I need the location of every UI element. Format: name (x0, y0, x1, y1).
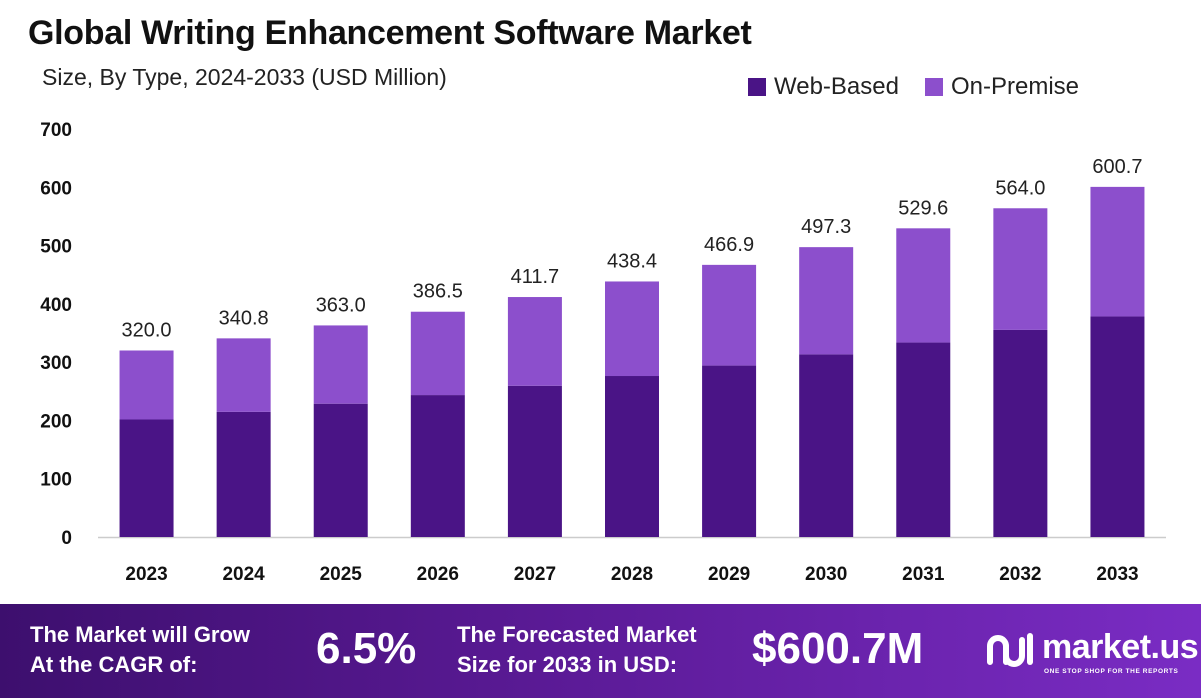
legend-label-web-based: Web-Based (774, 73, 899, 100)
x-tick-label: 2027 (514, 564, 556, 585)
bar-total-label: 386.5 (413, 281, 463, 303)
legend-item-web-based: Web-Based (748, 73, 899, 101)
cagr-caption-line1: The Market will Grow (30, 622, 251, 647)
bar-segment-on-premise (1090, 186, 1145, 317)
bar-total-label: 466.9 (704, 234, 754, 256)
bar-total-label: 411.7 (511, 266, 560, 288)
bar-total-label: 497.3 (801, 216, 851, 238)
x-tick-label: 2023 (125, 564, 167, 585)
bar-segment-web-based (216, 411, 271, 537)
x-tick-label: 2024 (222, 564, 265, 585)
y-tick-label: 700 (40, 120, 72, 141)
bar-segment-web-based (993, 329, 1048, 537)
bar-total-label: 438.4 (607, 250, 657, 272)
y-tick-label: 300 (40, 353, 72, 374)
bar-segment-web-based (799, 354, 854, 537)
bar-total-label: 340.8 (219, 307, 269, 329)
bar-segment-on-premise (507, 297, 562, 386)
bar-segment-web-based (605, 376, 659, 537)
bar-segment-web-based (896, 342, 951, 537)
x-tick-label: 2030 (805, 564, 847, 585)
y-tick-label: 600 (40, 178, 72, 199)
cagr-value: 6.5% (316, 624, 417, 673)
bar-segment-on-premise (896, 228, 951, 343)
bar-total-label: 363.0 (316, 294, 366, 316)
footer-banner: The Market will Grow At the CAGR of: 6.5… (0, 604, 1201, 698)
bar-segment-on-premise (605, 281, 659, 377)
x-tick-label: 2026 (417, 564, 459, 585)
bar-segment-on-premise (410, 311, 465, 396)
chart-title: Global Writing Enhancement Software Mark… (28, 14, 752, 52)
x-tick-label: 2031 (902, 564, 945, 585)
legend-swatch-on-premise (924, 78, 943, 96)
y-tick-label: 200 (40, 411, 72, 432)
forecast-caption: The Forecasted Market Size for 2033 in U… (457, 620, 697, 680)
bar-segment-on-premise (216, 338, 271, 412)
bar-total-label: 320.0 (122, 319, 172, 341)
y-tick-label: 500 (40, 237, 72, 258)
bar-segment-on-premise (119, 350, 174, 420)
y-tick-label: 400 (40, 295, 72, 316)
cagr-caption-line2: At the CAGR of: (30, 652, 198, 677)
x-tick-label: 2033 (1096, 564, 1138, 585)
bar-chart-plot: 0 100 200 300 400 500 600 700 320.0 2023 340.8 2024… (40, 120, 1166, 585)
bar-segment-web-based (313, 403, 368, 537)
legend-item-on-premise: On-Premise (924, 73, 1079, 101)
y-tick-label: 100 (40, 470, 72, 491)
forecast-caption-line1: The Forecasted Market (457, 622, 697, 647)
bar-segment-web-based (1090, 316, 1145, 537)
bar-segment-web-based (507, 385, 562, 537)
y-tick-label: 0 (61, 528, 72, 549)
x-tick-label: 2029 (708, 564, 750, 585)
bar-total-label: 564.0 (995, 177, 1045, 199)
bar-total-label: 600.7 (1092, 156, 1142, 178)
logo-text: market.us (1042, 628, 1199, 666)
bar-segment-web-based (410, 395, 465, 537)
bar-segment-web-based (119, 419, 174, 537)
x-tick-label: 2028 (611, 564, 653, 585)
logo-mark-icon (987, 633, 1033, 667)
bar-segment-on-premise (702, 264, 757, 366)
bar-segment-on-premise (799, 247, 854, 355)
legend-label-on-premise: On-Premise (950, 73, 1079, 100)
bar-total-label: 529.6 (898, 197, 948, 219)
bar-segment-on-premise (993, 208, 1048, 330)
bar-segment-on-premise (313, 325, 368, 404)
logo-tagline: ONE STOP SHOP FOR THE REPORTS (1044, 668, 1179, 675)
chart-subtitle: Size, By Type, 2024-2033 (USD Million) (42, 64, 447, 90)
forecast-caption-line2: Size for 2033 in USD: (457, 652, 678, 677)
x-tick-label: 2025 (320, 564, 363, 585)
legend-swatch-web-based (748, 78, 766, 96)
market-us-logo: market.us ONE STOP SHOP FOR THE REPORTS (984, 628, 1199, 678)
forecast-value: $600.7M (752, 624, 924, 673)
bar-segment-web-based (702, 365, 757, 537)
x-tick-label: 2032 (999, 564, 1041, 585)
cagr-caption: The Market will Grow At the CAGR of: (30, 620, 250, 680)
chart-legend: Web-Based On-Premise (748, 72, 1079, 102)
